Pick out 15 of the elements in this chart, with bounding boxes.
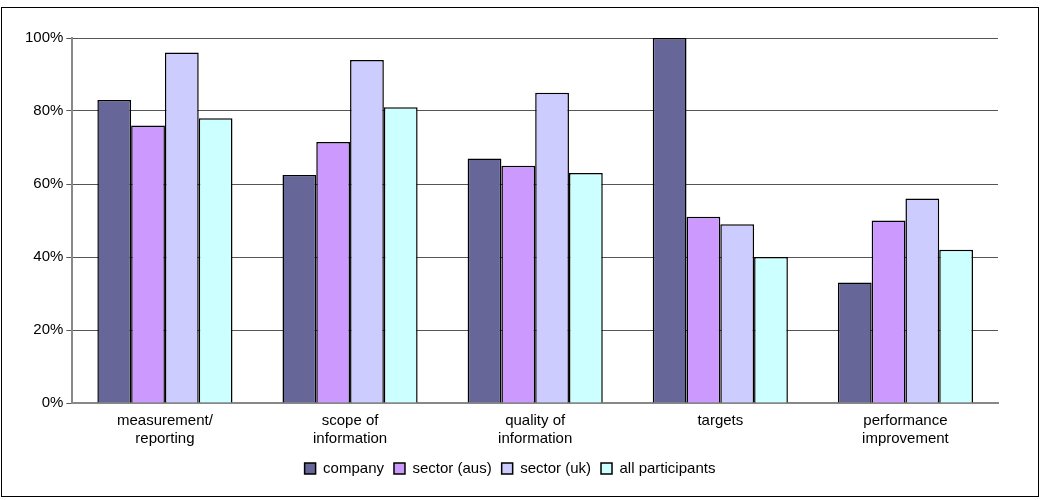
x-tick-label: targets [697, 411, 744, 429]
legend-label: all participants [619, 458, 716, 476]
x-tick-label: performance improvement [862, 411, 950, 447]
y-tick-label: 40% [33, 247, 64, 265]
x-tick-label: scope of information [312, 411, 388, 447]
y-tick-label: 80% [33, 101, 64, 119]
y-tick-label: 20% [33, 320, 64, 338]
x-tick-label: quality of information [498, 411, 573, 447]
y-tick-label: 100% [24, 28, 64, 46]
y-tick-label: 0% [41, 393, 64, 411]
legend-label: sector (uk) [520, 458, 592, 476]
legend-label: company [323, 458, 385, 476]
legend-label: sector (aus) [412, 458, 492, 476]
x-tick-label: measurement/ reporting [116, 411, 214, 447]
y-tick-label: 60% [33, 174, 64, 192]
